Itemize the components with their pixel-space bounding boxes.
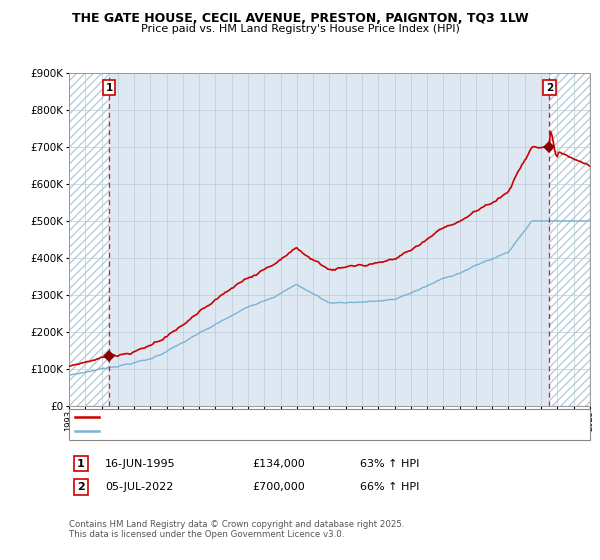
Text: 63% ↑ HPI: 63% ↑ HPI [360,459,419,469]
Text: 66% ↑ HPI: 66% ↑ HPI [360,482,419,492]
Text: HPI: Average price, detached house, Torbay: HPI: Average price, detached house, Torb… [104,427,311,436]
Text: 05-JUL-2022: 05-JUL-2022 [105,482,173,492]
Text: £700,000: £700,000 [252,482,305,492]
Text: THE GATE HOUSE, CECIL AVENUE, PRESTON, PAIGNTON, TQ3 1LW (detached house): THE GATE HOUSE, CECIL AVENUE, PRESTON, P… [104,413,500,422]
Bar [549,73,590,406]
Text: 1: 1 [77,459,85,469]
Text: Price paid vs. HM Land Registry's House Price Index (HPI): Price paid vs. HM Land Registry's House … [140,24,460,34]
Bar [69,73,109,406]
Text: THE GATE HOUSE, CECIL AVENUE, PRESTON, PAIGNTON, TQ3 1LW: THE GATE HOUSE, CECIL AVENUE, PRESTON, P… [71,12,529,25]
Text: 2: 2 [545,83,553,93]
Bar [109,73,549,406]
Text: £134,000: £134,000 [252,459,305,469]
Text: 2: 2 [77,482,85,492]
Text: 1: 1 [106,83,113,93]
Text: Contains HM Land Registry data © Crown copyright and database right 2025.
This d: Contains HM Land Registry data © Crown c… [69,520,404,539]
Text: 16-JUN-1995: 16-JUN-1995 [105,459,176,469]
